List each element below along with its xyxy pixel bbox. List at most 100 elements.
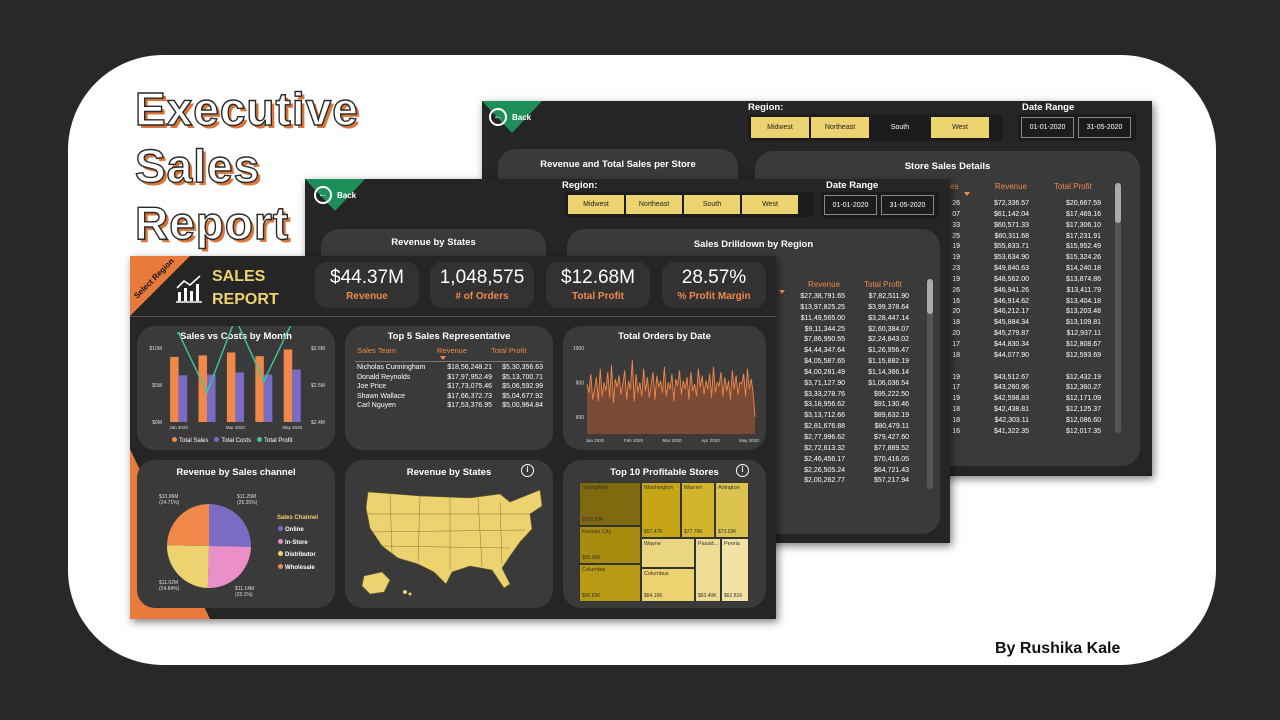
store-profit-cell: $12,086.60: [1065, 416, 1101, 424]
region-south-button[interactable]: South: [684, 195, 740, 214]
region-northeast-button[interactable]: Northeast: [626, 195, 682, 214]
store-tile[interactable]: Arlington $73.03K: [715, 482, 749, 538]
store-tile[interactable]: Kansas City $95.06K: [579, 526, 641, 564]
store-tile-name: Warren: [684, 485, 702, 491]
region-profit-cell: $77,889.52: [873, 444, 909, 452]
region-label: Region:: [562, 180, 598, 191]
store-tile[interactable]: Columbia $90.83K: [579, 564, 641, 602]
store-profit-cell: $13,109.81: [1065, 319, 1101, 327]
chart-trend-icon: [176, 275, 202, 303]
costs-bar: [292, 369, 301, 422]
region-south-button[interactable]: South: [890, 124, 910, 131]
region-revenue-cell: $3,33,278.76: [804, 390, 845, 398]
store-tile[interactable]: Columbus $64.16K: [641, 568, 695, 602]
store-tile[interactable]: Warren $77.79K: [681, 482, 715, 538]
store-tile-value: $73.03K: [718, 529, 737, 535]
profit-point: [177, 331, 180, 335]
region-west-button[interactable]: West: [931, 117, 989, 138]
region-northeast-button[interactable]: Northeast: [811, 117, 869, 138]
store-profit-cell: $13,203.48: [1065, 308, 1101, 316]
region-profit-cell: $1,15,882.19: [868, 358, 909, 366]
store-tile-name: Peoria: [724, 541, 740, 547]
store-col1-cell: 17: [952, 340, 960, 348]
x-tick-label: Mar 2020: [662, 438, 682, 443]
region-revenue-cell: $2,00,262.77: [804, 477, 845, 485]
store-tile[interactable]: Washington $67.47K: [641, 482, 681, 538]
rep-profit-header[interactable]: Total Profit: [491, 346, 527, 355]
info-icon[interactable]: i: [521, 464, 534, 477]
channel-legend-item[interactable]: Wholesale: [278, 562, 316, 575]
store-table-title: Store Sales Details: [904, 161, 991, 172]
store-revenue-cell: $46,212.17: [993, 308, 1029, 316]
store-tile[interactable]: Pasad... $63.40K: [695, 538, 721, 602]
region-revenue-cell: $2,77,996.62: [804, 433, 845, 441]
region-revenue-cell: $3,13,712.66: [804, 412, 845, 420]
store-tile-value: $95.06K: [582, 555, 601, 561]
kpi-margin: 28.57%% Profit Margin: [662, 262, 766, 308]
sales-channel-title: Revenue by Sales channel: [176, 467, 296, 478]
store-revenue-header[interactable]: Revenue: [995, 182, 1028, 191]
store-profit-cell: $17,306.10: [1065, 221, 1101, 229]
report-title-line1: Executive: [134, 83, 359, 135]
rep-revenue-header[interactable]: Revenue: [437, 346, 468, 355]
back-button[interactable]: ← Back: [314, 186, 356, 204]
sales-bar: [255, 356, 264, 422]
info-icon[interactable]: i: [736, 464, 749, 477]
region-profit-cell: $2,60,384.07: [868, 325, 909, 333]
region-drilldown-title: Sales Drilldown by Region: [693, 239, 814, 250]
region-profit-cell: $1,26,956.47: [868, 347, 909, 355]
region-west-button[interactable]: West: [742, 195, 798, 214]
channel-legend-item[interactable]: In-Store: [278, 537, 316, 550]
store-tile-value: $62.81K: [724, 593, 743, 599]
date-from-input[interactable]: 01-01-2020: [1021, 117, 1074, 138]
store-profit-cell: $12,017.35: [1065, 427, 1101, 435]
store-profit-cell: $12,593.69: [1065, 351, 1101, 359]
store-profit-cell: $14,240.18: [1065, 265, 1101, 273]
store-tile-value: $77.79K: [684, 529, 703, 535]
store-col-header[interactable]: es: [950, 182, 959, 191]
channel-legend-item[interactable]: Online: [278, 524, 316, 537]
store-col1-cell: 16: [952, 297, 960, 305]
states-map-card: Revenue by States i: [345, 460, 553, 608]
store-profit-header[interactable]: Total Profit: [1054, 182, 1092, 191]
store-col1-cell: 18: [952, 416, 960, 424]
store-tile[interactable]: Peoria $62.81K: [721, 538, 749, 602]
date-from-input[interactable]: 01-01-2020: [824, 195, 877, 215]
header-divider: [130, 316, 776, 317]
y2-tick-label: $2.5M: [311, 383, 325, 389]
region-profit-cell: $70,416.05: [873, 455, 909, 463]
store-tile-name: Springfield: [582, 485, 608, 491]
date-to-input[interactable]: 31-05-2020: [881, 195, 934, 215]
x-tick-label: Feb 2020: [624, 438, 644, 443]
orders-date-card: Total Orders by Date 600 800 1000 Jan 2020 F…: [563, 326, 766, 450]
store-col1-cell: 19: [952, 395, 960, 403]
region-table-scrollbar[interactable]: [927, 279, 933, 489]
channel-legend-item[interactable]: Distributor: [278, 549, 316, 562]
region-revenue-header[interactable]: Revenue: [808, 280, 841, 289]
store-revenue-cell: $41,322.35: [993, 427, 1029, 435]
region-revenue-cell: $9,11,344.25: [804, 325, 845, 333]
region-profit-cell: $7,82,511.90: [868, 293, 909, 300]
top-stores-card: Top 10 Profitable Stores i Springfield $1…: [563, 460, 766, 608]
rep-header-divider: [355, 361, 543, 362]
store-revenue-cell: $46,941.26: [993, 286, 1029, 294]
costs-bar: [263, 374, 273, 422]
store-tile[interactable]: Springfield $102.50K: [579, 482, 641, 526]
rep-rows: Nicholas Cunningham $18,56,248.21 $5,30,35…: [357, 363, 543, 411]
region-midwest-button[interactable]: Midwest: [568, 195, 624, 214]
back-button[interactable]: ← Back: [489, 108, 531, 126]
region-profit-header[interactable]: Total Profit: [864, 280, 902, 289]
rep-team-header[interactable]: Sales Team: [357, 346, 397, 355]
store-col1-cell: 19: [952, 275, 960, 283]
region-revenue-cell: $2,46,456.17: [804, 455, 845, 463]
store-table-scrollbar[interactable]: [1115, 183, 1121, 433]
store-tile[interactable]: Wayne: [641, 538, 695, 568]
sales-bar: [198, 355, 208, 422]
store-profit-cell: $12,808.67: [1065, 340, 1101, 348]
date-to-input[interactable]: 31-05-2020: [1078, 117, 1131, 138]
y2-tick-label: $2.6M: [311, 346, 325, 352]
region-midwest-button[interactable]: Midwest: [751, 117, 809, 138]
region-profit-cell: $89,632.19: [873, 412, 909, 420]
store-tile-value: $102.50K: [582, 517, 604, 523]
rep-row: Carl Nguyen $17,53,376.95 $5,00,964.84: [357, 402, 543, 409]
